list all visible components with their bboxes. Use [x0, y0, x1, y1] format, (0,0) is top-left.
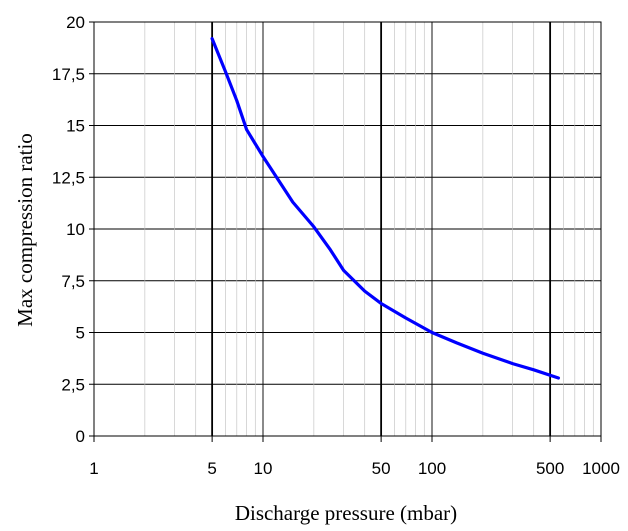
- data-point: [532, 368, 535, 371]
- x-tick-label: 5: [207, 459, 216, 478]
- data-point: [455, 341, 458, 345]
- series-line: [210, 36, 561, 380]
- data-point: [557, 376, 560, 380]
- y-tick-label: 10: [66, 220, 85, 239]
- data-point: [404, 316, 408, 320]
- data-point: [329, 248, 332, 251]
- x-tick-label: 1000: [582, 459, 620, 478]
- x-tick-label: 1: [89, 459, 98, 478]
- y-axis-title: Max compression ratio: [13, 133, 37, 327]
- y-tick-label: 2,5: [61, 375, 85, 394]
- y-tick-label: 17,5: [52, 65, 85, 84]
- y-tick-label: 20: [66, 13, 85, 32]
- data-point: [481, 352, 485, 355]
- y-tick-label: 5: [76, 324, 85, 343]
- x-tick-label: 100: [418, 459, 446, 478]
- data-point: [224, 70, 227, 73]
- x-axis-title: Discharge pressure (mbar): [235, 501, 457, 525]
- data-point: [430, 331, 434, 334]
- data-point: [312, 225, 316, 229]
- data-point: [210, 37, 214, 40]
- y-tick-label: 7,5: [61, 272, 85, 291]
- data-point: [342, 269, 345, 272]
- y-tick-label: 15: [66, 117, 85, 136]
- y-tick-label: 0: [76, 427, 85, 446]
- data-point: [261, 155, 265, 158]
- data-point: [291, 200, 294, 204]
- x-tick-label: 10: [254, 459, 273, 478]
- data-point: [379, 302, 383, 305]
- y-tick-label: 12,5: [52, 168, 85, 187]
- data-point: [511, 362, 514, 365]
- data-point: [245, 128, 248, 131]
- data-point: [235, 99, 239, 102]
- x-tick-label: 50: [372, 459, 391, 478]
- data-point: [363, 289, 366, 293]
- x-tick-label: 500: [536, 459, 564, 478]
